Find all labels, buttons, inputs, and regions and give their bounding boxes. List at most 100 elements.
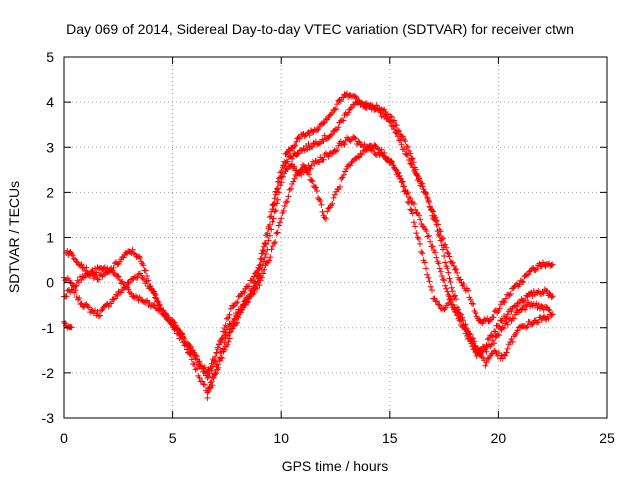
data-point <box>448 284 455 291</box>
data-point <box>301 163 308 170</box>
data-point <box>417 216 424 223</box>
data-point <box>445 269 452 276</box>
data-point <box>276 189 282 196</box>
data-point <box>391 117 398 124</box>
data-point <box>523 271 530 278</box>
data-point <box>69 286 76 293</box>
data-point <box>509 338 516 345</box>
data-point <box>425 232 432 239</box>
data-point <box>261 266 268 273</box>
data-point <box>337 98 344 105</box>
data-point <box>329 131 336 138</box>
data-point <box>460 281 467 287</box>
data-point <box>78 300 85 307</box>
data-point <box>147 285 154 292</box>
data-point <box>129 246 136 253</box>
data-point <box>352 93 359 100</box>
data-point <box>418 180 425 187</box>
data-point <box>403 190 410 197</box>
data-point <box>64 275 71 282</box>
data-point <box>314 126 321 133</box>
data-point <box>157 305 164 312</box>
data-point <box>78 261 85 268</box>
data-point <box>398 141 405 148</box>
data-point <box>427 204 433 211</box>
data-point <box>436 302 443 309</box>
data-point <box>444 265 451 272</box>
y-axis-label: SDTVAR / TECUs <box>6 181 22 293</box>
data-point <box>286 186 293 193</box>
data-point <box>491 340 498 347</box>
data-point <box>388 122 395 129</box>
data-point <box>394 133 401 140</box>
data-point <box>433 254 440 261</box>
data-point <box>462 321 469 328</box>
data-point <box>455 309 462 316</box>
y-tick-label: -1 <box>42 320 55 336</box>
data-point <box>321 214 328 221</box>
data-point <box>525 271 532 278</box>
data-point <box>529 321 536 328</box>
data-point <box>231 315 238 322</box>
data-point <box>296 170 303 177</box>
data-point <box>315 159 322 166</box>
data-point <box>270 215 277 222</box>
data-point <box>308 177 315 184</box>
data-point <box>366 142 373 149</box>
data-point <box>214 344 221 351</box>
data-point <box>204 394 211 401</box>
data-point <box>373 102 380 109</box>
data-point <box>452 306 459 313</box>
data-point <box>419 223 426 230</box>
data-point <box>270 201 277 208</box>
data-point <box>391 165 398 172</box>
data-point <box>118 289 125 296</box>
data-point <box>257 255 264 262</box>
data-point <box>325 153 332 160</box>
data-point <box>265 237 272 244</box>
data-point <box>76 295 83 301</box>
data-point <box>416 212 422 219</box>
series-D <box>61 142 552 401</box>
data-point <box>507 290 514 297</box>
data-point <box>479 354 486 361</box>
data-point <box>453 266 459 272</box>
chart-title: Day 069 of 2014, Sidereal Day-to-day VTE… <box>66 21 574 37</box>
data-point <box>508 308 515 315</box>
data-point <box>210 357 217 364</box>
data-point <box>221 332 228 339</box>
data-point <box>309 178 316 185</box>
data-point <box>266 214 273 221</box>
data-point <box>108 300 115 307</box>
data-point <box>549 261 556 268</box>
data-point <box>180 334 187 341</box>
data-point <box>515 309 522 316</box>
data-point <box>95 276 102 283</box>
x-axis-label: GPS time / hours <box>282 458 389 474</box>
data-point <box>151 290 158 297</box>
data-point <box>273 185 280 192</box>
data-point <box>329 200 336 207</box>
data-point <box>438 273 445 279</box>
data-point <box>317 198 324 204</box>
data-point <box>482 362 489 369</box>
data-point <box>423 228 430 234</box>
data-point <box>73 282 80 289</box>
data-point <box>548 311 555 318</box>
data-point <box>483 359 490 366</box>
data-point <box>68 250 75 257</box>
data-point <box>337 183 343 190</box>
data-point <box>435 260 442 267</box>
data-point <box>351 134 358 141</box>
data-point <box>279 162 286 169</box>
data-point <box>535 319 542 325</box>
data-point <box>265 223 272 230</box>
data-point <box>244 299 251 306</box>
data-point <box>404 143 411 150</box>
data-point <box>484 355 491 362</box>
data-point <box>444 288 451 295</box>
data-point <box>232 320 239 327</box>
data-point <box>324 208 331 215</box>
data-point <box>549 293 556 300</box>
